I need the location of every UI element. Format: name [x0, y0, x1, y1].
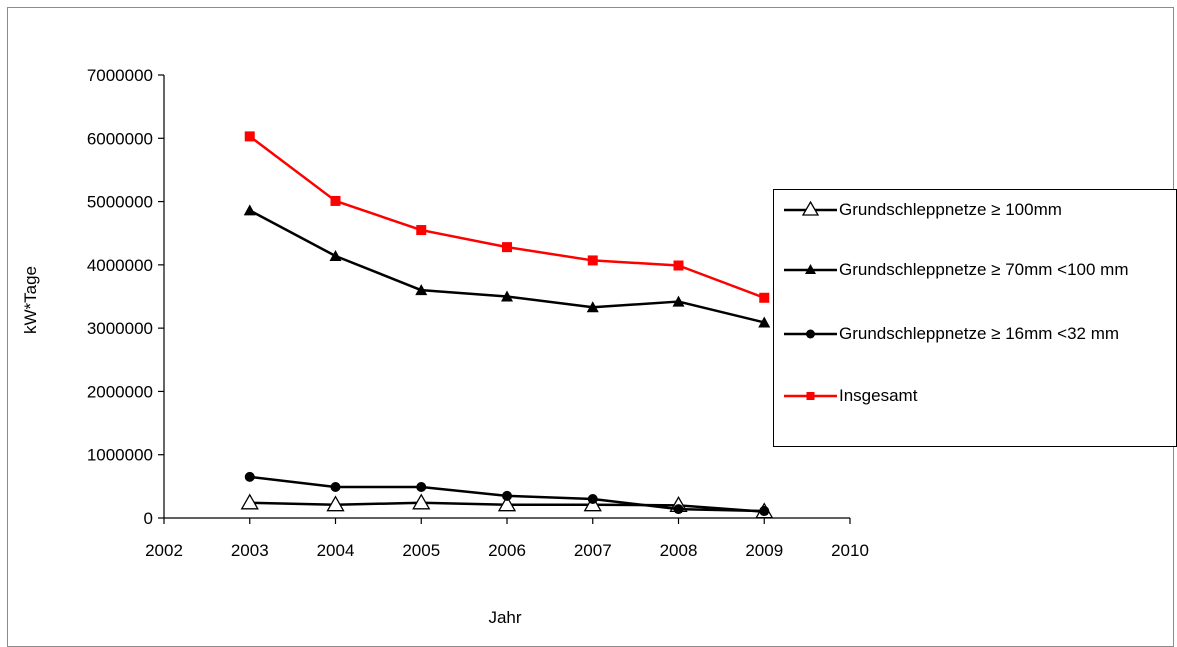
y-tick-label: 7000000 — [87, 66, 153, 85]
x-tick-label: 2006 — [488, 541, 526, 560]
data-point-open-triangle — [412, 493, 431, 510]
series-line — [248, 135, 765, 299]
series-layer — [240, 131, 774, 519]
legend-circle-icon — [784, 329, 837, 339]
data-point-square — [416, 225, 427, 236]
data-point-triangle — [329, 249, 342, 261]
axes: 0 1000000 2000000 3000000 4000000 5000000 6000… — [87, 66, 869, 560]
y-tick-label: 6000000 — [87, 129, 153, 148]
data-point-circle — [502, 490, 512, 501]
legend-label: Grundschleppnetze ≥ 100mm — [839, 200, 1062, 219]
line-chart: 0 1000000 2000000 3000000 4000000 5000000 6000… — [87, 66, 869, 560]
data-point-circle — [416, 481, 427, 492]
legend-label: Insgesamt — [839, 386, 918, 405]
legend: Grundschleppnetze ≥ 100mm Grundschleppne… — [773, 189, 1177, 447]
legend-label: Grundschleppnetze ≥ 16mm <32 mm — [839, 324, 1120, 343]
x-tick-label: 2009 — [745, 541, 783, 560]
data-point-open-triangle — [240, 493, 259, 510]
data-point-circle — [244, 471, 255, 482]
data-point-square — [330, 195, 341, 206]
y-tick-label: 0 — [144, 509, 153, 528]
legend-item: Grundschleppnetze ≥ 70mm <100 mm — [782, 258, 1159, 282]
data-point-circle — [759, 506, 770, 517]
data-point-triangle — [243, 204, 256, 216]
legend-square-icon — [784, 392, 837, 400]
x-tick-label: 2004 — [317, 541, 355, 560]
legend-filled-triangle-icon — [784, 264, 837, 274]
y-tick-label: 3000000 — [87, 319, 153, 338]
data-point-square — [502, 242, 512, 253]
y-tick-label: 2000000 — [87, 382, 153, 401]
data-point-square — [673, 260, 684, 271]
x-tick-label: 2005 — [402, 541, 440, 560]
legend-item: Insgesamt — [782, 384, 1159, 408]
data-point-triangle — [586, 301, 599, 313]
legend-item: Grundschleppnetze ≥ 16mm <32 mm — [782, 322, 1159, 346]
data-point-circle — [330, 481, 341, 492]
data-point-circle — [587, 494, 598, 505]
x-tick-label: 2007 — [574, 541, 612, 560]
data-point-triangle — [415, 284, 428, 296]
data-point-triangle — [758, 316, 771, 328]
data-point-open-triangle — [497, 495, 517, 512]
data-point-triangle — [501, 290, 513, 302]
x-tick-label: 2003 — [231, 541, 269, 560]
data-point-square — [759, 292, 770, 303]
data-point-triangle — [672, 295, 685, 307]
data-point-square — [587, 255, 598, 266]
x-tick-label: 2010 — [831, 541, 869, 560]
legend-open-triangle-icon — [784, 200, 837, 216]
y-tick-label: 5000000 — [87, 193, 153, 212]
x-tick-label: 2002 — [145, 541, 183, 560]
y-tick-label: 1000000 — [87, 446, 153, 465]
data-point-circle — [673, 504, 684, 515]
x-tick-label: 2008 — [660, 541, 698, 560]
y-axis-label: kW*Tage — [21, 265, 40, 335]
legend-label: Grundschleppnetze ≥ 70mm <100 mm — [839, 260, 1129, 279]
x-axis-label: Jahr — [488, 608, 522, 627]
y-tick-label: 4000000 — [87, 256, 153, 275]
data-point-square — [244, 131, 255, 142]
data-point-open-triangle — [326, 495, 345, 512]
series-line — [249, 209, 765, 324]
legend-item: Grundschleppnetze ≥ 100mm — [782, 198, 1159, 222]
